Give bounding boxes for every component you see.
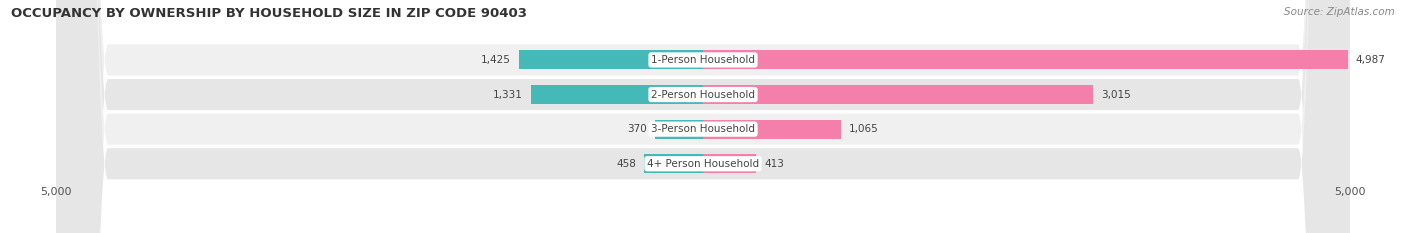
Bar: [703, 50, 1348, 69]
Text: OCCUPANCY BY OWNERSHIP BY HOUSEHOLD SIZE IN ZIP CODE 90403: OCCUPANCY BY OWNERSHIP BY HOUSEHOLD SIZE…: [11, 7, 527, 20]
Bar: [644, 154, 703, 173]
Bar: [703, 154, 756, 173]
Bar: [655, 120, 703, 139]
Text: 1,425: 1,425: [481, 55, 510, 65]
Text: 370: 370: [627, 124, 647, 134]
FancyBboxPatch shape: [56, 0, 1350, 233]
Text: 3,015: 3,015: [1101, 89, 1130, 99]
FancyBboxPatch shape: [56, 0, 1350, 233]
Bar: [703, 120, 841, 139]
Legend: Owner-occupied, Renter-occupied: Owner-occupied, Renter-occupied: [588, 230, 818, 233]
FancyBboxPatch shape: [56, 0, 1350, 233]
Text: 4,987: 4,987: [1355, 55, 1386, 65]
Bar: [703, 85, 1092, 104]
Text: 4+ Person Household: 4+ Person Household: [647, 159, 759, 169]
Text: 1,065: 1,065: [849, 124, 879, 134]
Text: 1,331: 1,331: [494, 89, 523, 99]
FancyBboxPatch shape: [56, 0, 1350, 233]
Text: 458: 458: [616, 159, 636, 169]
Text: 413: 413: [765, 159, 785, 169]
Text: 3-Person Household: 3-Person Household: [651, 124, 755, 134]
Text: Source: ZipAtlas.com: Source: ZipAtlas.com: [1284, 7, 1395, 17]
Bar: [519, 50, 703, 69]
Bar: [531, 85, 703, 104]
Text: 1-Person Household: 1-Person Household: [651, 55, 755, 65]
Text: 2-Person Household: 2-Person Household: [651, 89, 755, 99]
